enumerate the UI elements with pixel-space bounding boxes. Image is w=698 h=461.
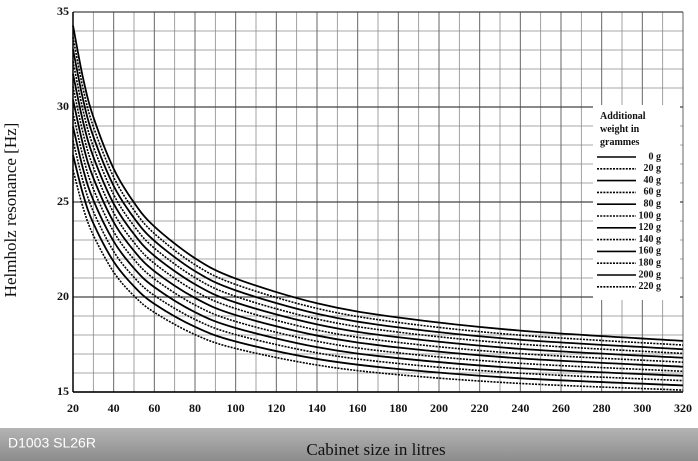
legend-label: 200 g: [639, 269, 662, 280]
x-tick-label: 120: [267, 401, 285, 415]
x-tick-label: 60: [148, 401, 160, 415]
x-tick-label: 140: [308, 401, 326, 415]
legend-label: 60 g: [644, 187, 662, 198]
legend-label: 220 g: [639, 281, 662, 292]
legend-label: 100 g: [639, 210, 662, 221]
curve: [72, 49, 684, 351]
curve: [72, 61, 684, 355]
x-tick-label: 180: [389, 401, 407, 415]
curve: [72, 73, 684, 359]
curve: [72, 86, 684, 363]
y-tick-label: 35: [57, 4, 69, 18]
legend-label: 160 g: [639, 246, 662, 257]
curve: [72, 37, 684, 346]
y-tick-label: 25: [57, 194, 69, 208]
x-tick-label: 40: [108, 401, 120, 415]
x-tick-label: 100: [227, 401, 245, 415]
curve: [72, 112, 684, 373]
x-tick-label: 20: [67, 401, 79, 415]
code-label: D1003 SL26R: [8, 435, 96, 451]
legend-title: Additional weight in grammes: [600, 111, 646, 148]
legend-label: 140 g: [639, 234, 662, 245]
curve: [72, 99, 684, 368]
y-axis-title: Helmholz resonance [Hz]: [1, 123, 20, 298]
legend-label: 80 g: [644, 198, 662, 209]
y-tick-label: 20: [57, 289, 69, 303]
curve: [72, 169, 684, 391]
x-tick-label: 300: [633, 401, 651, 415]
axes: 20 40 60 80 100 120 140 160 180 200 220 240 260 280 30…: [57, 4, 692, 415]
footer-bar: [0, 428, 698, 461]
legend-label: 40 g: [644, 175, 662, 186]
curve: [72, 140, 684, 382]
curve: [72, 126, 684, 377]
y-tick-label: 30: [57, 99, 69, 113]
legend-label: 180 g: [639, 257, 662, 268]
x-tick-label: 260: [552, 401, 570, 415]
curve: [72, 154, 684, 387]
legend-label: 120 g: [639, 222, 662, 233]
x-tick-label: 280: [593, 401, 611, 415]
legend-label: 20 g: [644, 163, 662, 174]
curve: [72, 25, 684, 342]
y-tick-label: 15: [57, 384, 69, 398]
x-tick-label: 320: [674, 401, 692, 415]
legend-label: 0 g: [649, 151, 662, 162]
curves: [72, 25, 684, 391]
x-tick-label: 200: [430, 401, 448, 415]
x-tick-label: 80: [189, 401, 201, 415]
x-tick-label: 160: [349, 401, 367, 415]
x-tick-label: 240: [511, 401, 529, 415]
grid: [72, 11, 684, 393]
x-axis-title: Cabinet size in litres: [306, 440, 445, 459]
x-tick-label: 220: [471, 401, 489, 415]
legend-box: [593, 105, 680, 300]
